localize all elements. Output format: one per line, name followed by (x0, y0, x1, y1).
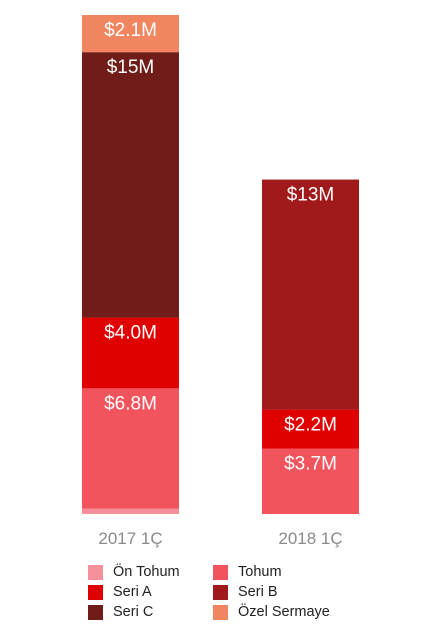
bar-segment-tohum-2 (262, 448, 359, 514)
bar-segment-seri-a-2 (262, 409, 359, 449)
bar-segment-tohum-1 (82, 388, 179, 509)
legend-item-seri-a: Seri A (88, 583, 213, 601)
legend-item-on-tohum: Ön Tohum (88, 563, 213, 581)
bar-segment-ozel-sermaye-1 (82, 15, 179, 53)
legend-swatch (213, 604, 228, 620)
legend-swatch (213, 584, 228, 600)
data-label-seri-a-2: $2.2M (284, 415, 337, 436)
legend-swatch (88, 564, 103, 580)
data-label-tohum-1: $6.8M (104, 393, 157, 414)
legend-label: Seri C (113, 604, 154, 620)
category-label-1: 2017 1Ç (98, 529, 162, 548)
chart-legend: Ön Tohum Tohum Seri A Seri B Seri C Özel Serm… (88, 563, 408, 621)
data-label-seri-c-1: $15M (107, 57, 155, 78)
data-label-on-tohum-1: $0.3M (104, 514, 157, 535)
stacked-bar-chart: $0.3M $6.8M $4.0M $15M $2.1M 2017 1Ç $3.7M $2.2… (82, 15, 359, 548)
legend-label: Tohum (238, 564, 282, 580)
legend-label: Ön Tohum (113, 564, 180, 580)
legend-label: Seri A (113, 584, 152, 600)
bar-segment-seri-b-2 (262, 179, 359, 410)
legend-swatch (88, 584, 103, 600)
data-label-ozel-sermaye-1: $2.1M (104, 20, 157, 41)
legend-item-ozel-sermaye: Özel Sermaye (213, 603, 363, 621)
legend-item-tohum: Tohum (213, 563, 363, 581)
legend-swatch (213, 564, 228, 580)
legend-item-seri-c: Seri C (88, 603, 213, 621)
data-label-seri-b-2: $13M (287, 185, 335, 206)
legend-item-seri-b: Seri B (213, 583, 363, 601)
legend-swatch (88, 604, 103, 620)
category-label-2: 2018 1Ç (278, 529, 342, 548)
bar-segment-seri-a-1 (82, 317, 179, 389)
data-label-tohum-2: $3.7M (284, 454, 337, 475)
bar-segment-on-tohum-1 (82, 508, 179, 514)
legend-label: Seri B (238, 584, 278, 600)
bar-segment-seri-c-1 (82, 52, 179, 318)
data-label-seri-a-1: $4.0M (104, 323, 157, 344)
legend-label: Özel Sermaye (238, 604, 330, 620)
